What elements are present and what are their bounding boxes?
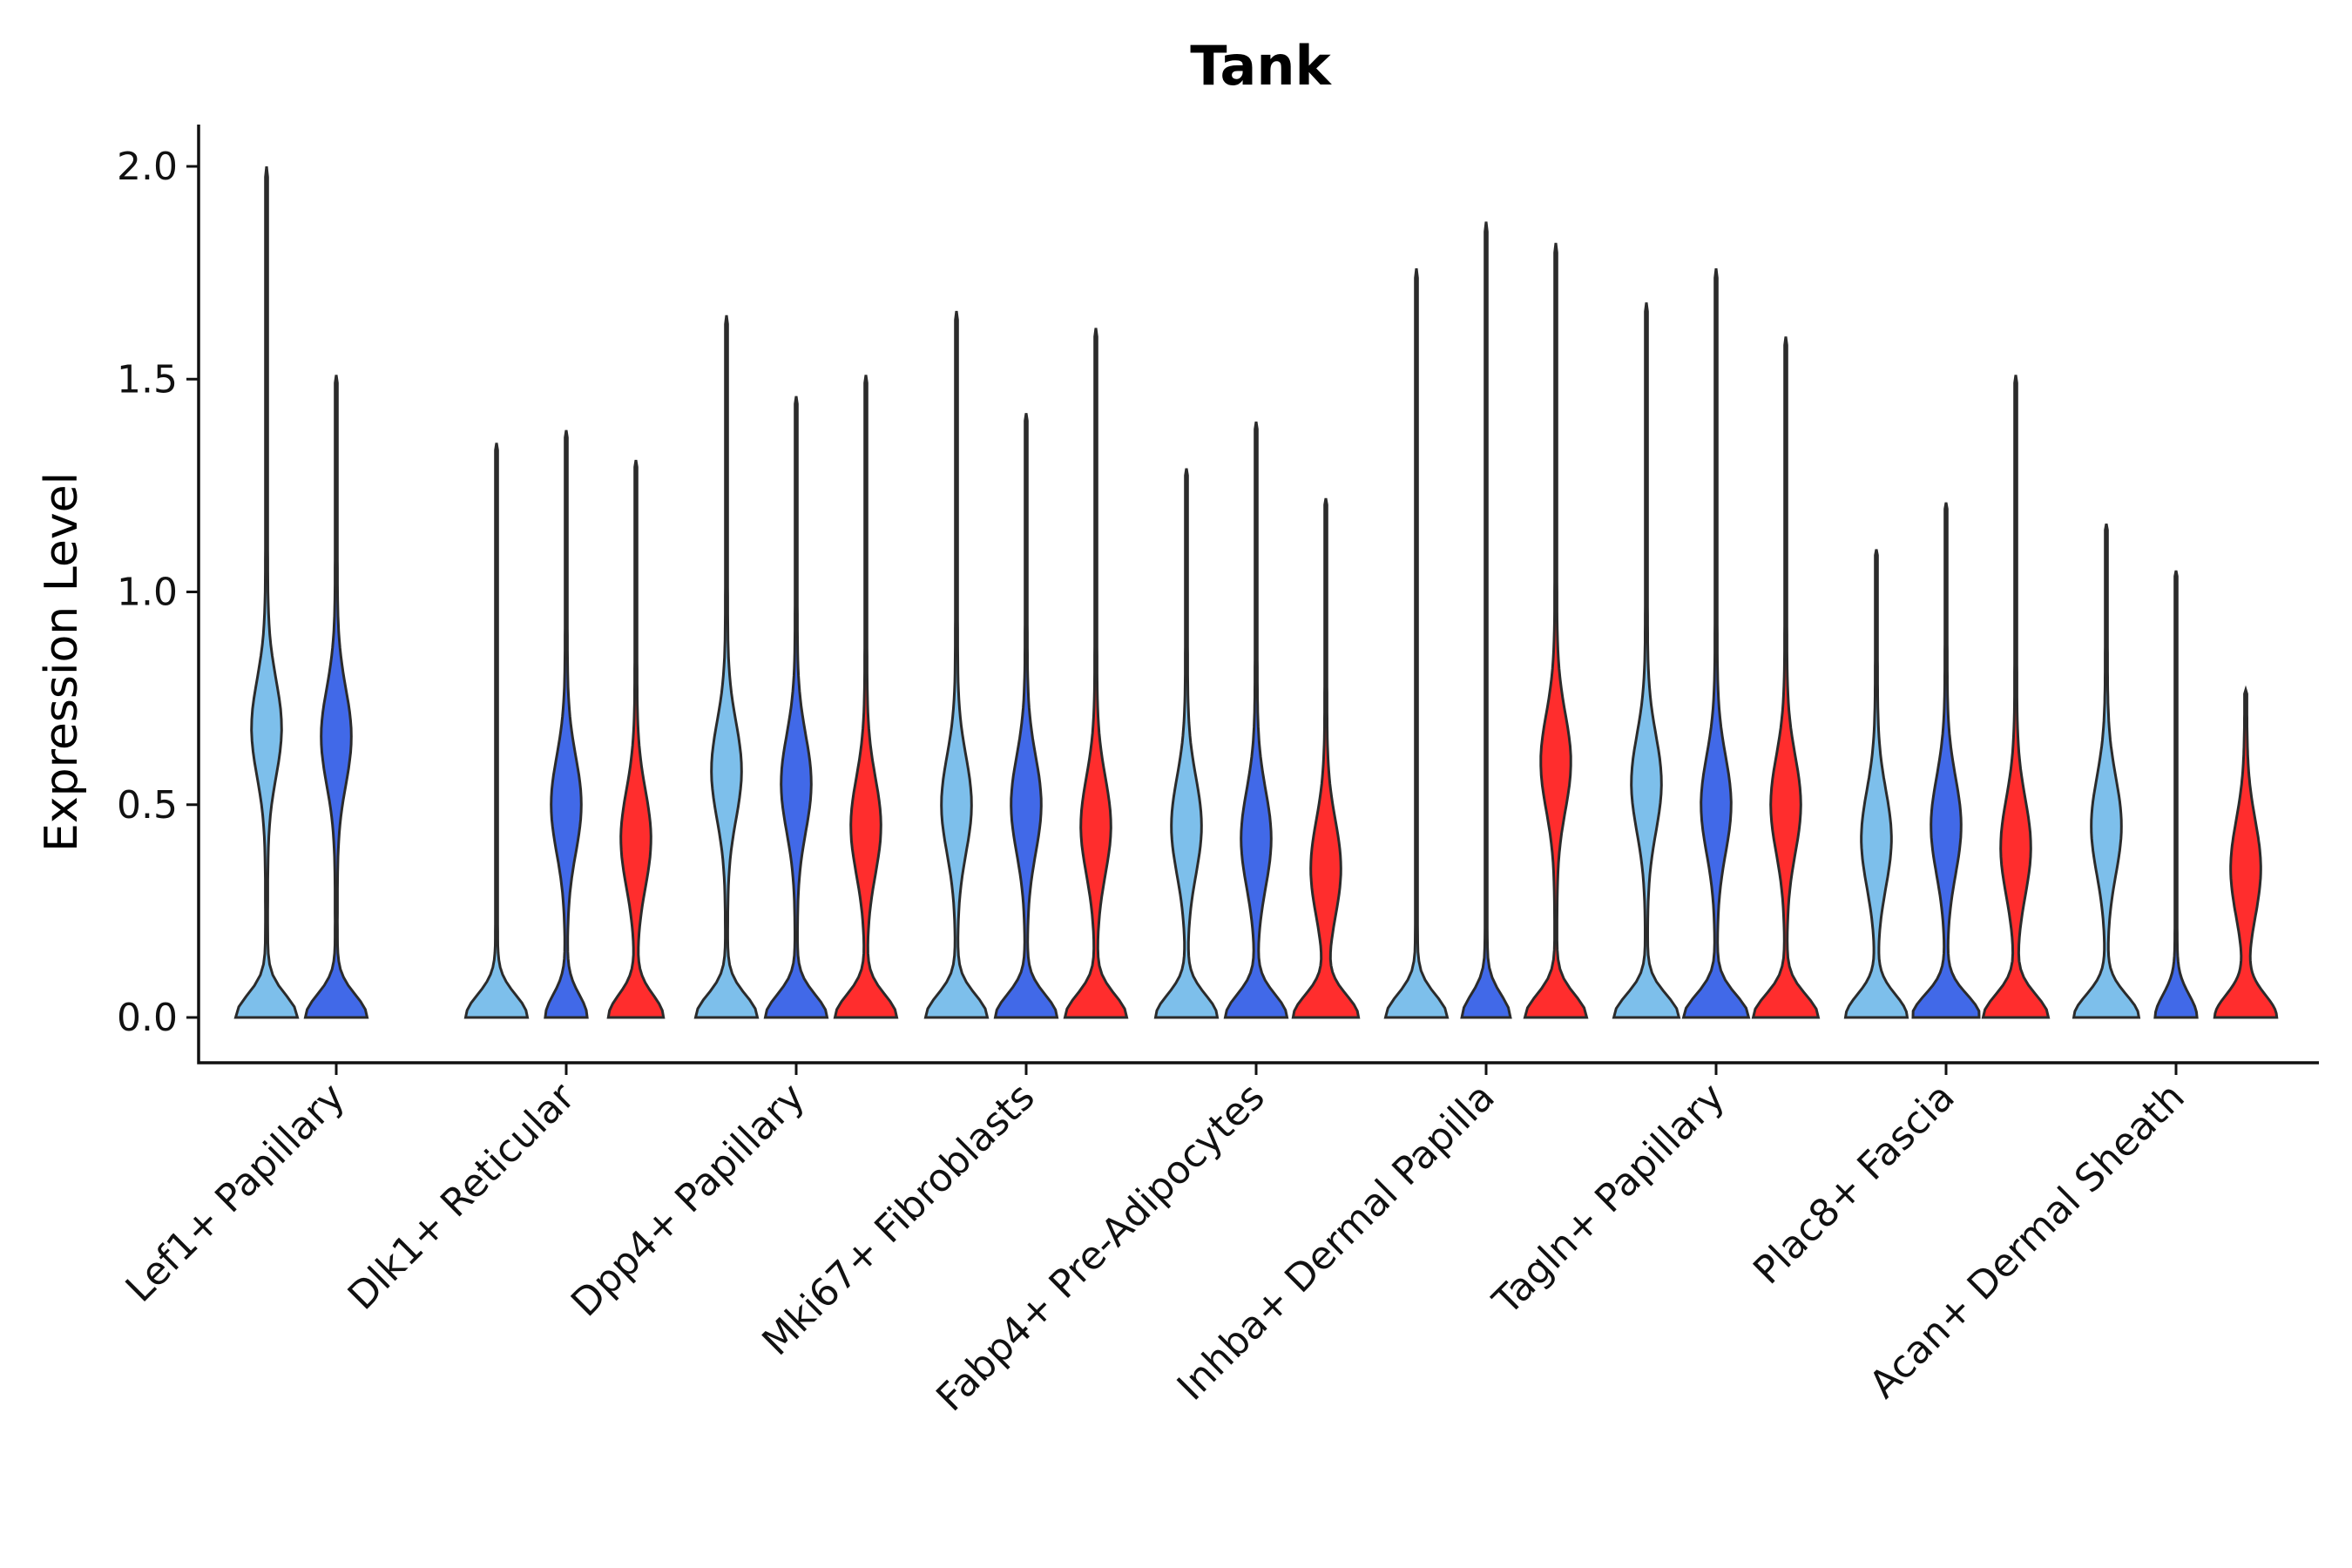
violin-light	[923, 310, 990, 1019]
violin-red	[1981, 375, 2051, 1019]
y-axis-label: Expression Level	[36, 472, 88, 852]
category-group	[2072, 524, 2279, 1019]
violin-light	[1383, 268, 1450, 1019]
category-group	[233, 166, 369, 1019]
x-tick-label: Tagln+ Papillary	[1484, 1075, 1734, 1324]
y-tick-label: 0.0	[117, 996, 178, 1040]
violin-blue	[1681, 268, 1751, 1019]
y-tick-label: 0.5	[117, 783, 178, 828]
violin-blue	[303, 375, 369, 1019]
violin-blue	[993, 413, 1059, 1019]
category-group	[1612, 268, 1821, 1019]
category-group	[1153, 421, 1361, 1019]
y-tick-label: 1.5	[117, 357, 178, 402]
violin-red	[2213, 685, 2279, 1019]
violin-red	[606, 459, 666, 1019]
x-tick-label: Dlk1+ Reticular	[340, 1074, 585, 1319]
violin-blue	[763, 395, 829, 1019]
violin-red	[833, 375, 899, 1019]
y-tick-label: 1.0	[117, 571, 178, 615]
x-tick-label: Lef1+ Papillary	[118, 1075, 354, 1311]
violin-light	[1843, 549, 1909, 1019]
violin-blue	[2153, 570, 2199, 1019]
violin-red	[1523, 242, 1589, 1019]
violin-light	[2072, 524, 2141, 1019]
violin-red	[1291, 497, 1361, 1019]
y-axis: 0.0 0.5 1.0 1.5 2.0	[117, 145, 199, 1040]
category-group	[693, 314, 899, 1019]
violin-blue	[1460, 221, 1512, 1019]
plot-area	[233, 166, 2279, 1019]
violin-light	[1153, 468, 1220, 1019]
y-tick-label: 2.0	[117, 145, 178, 189]
axis-lines	[197, 125, 2319, 1064]
chart-title: Tank	[1190, 34, 1332, 98]
violin-blue	[1223, 421, 1289, 1019]
category-group	[923, 310, 1129, 1019]
violin-light	[693, 314, 760, 1019]
x-tick-label: Plac8+ Fascia	[1745, 1075, 1963, 1294]
x-tick-label: Dpp4+ Papillary	[563, 1075, 814, 1326]
violin-light	[463, 443, 530, 1019]
violin-red	[1751, 336, 1821, 1019]
category-group	[1383, 221, 1589, 1019]
violin-blue	[1911, 502, 1981, 1019]
violin-light	[1612, 302, 1681, 1019]
violin-blue	[544, 429, 589, 1019]
violin-light	[233, 166, 300, 1019]
category-group	[463, 429, 666, 1019]
violin-red	[1063, 328, 1129, 1019]
category-group	[1843, 375, 2051, 1019]
